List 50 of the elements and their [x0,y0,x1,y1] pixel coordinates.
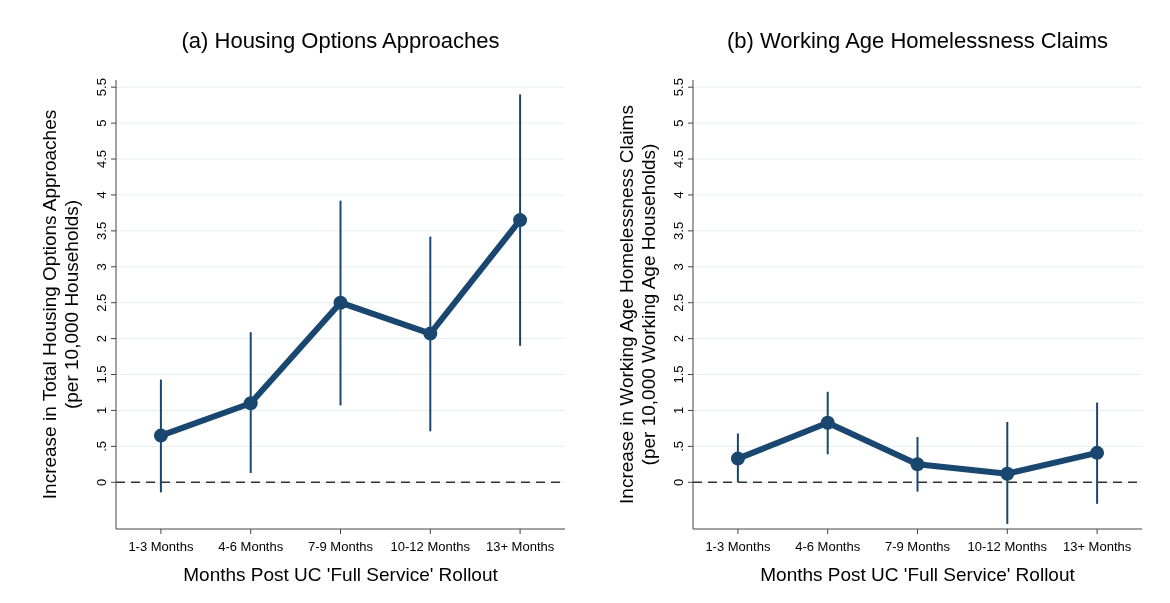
point [910,457,925,472]
y-tick-label: 2.5 [671,293,686,312]
y-tick-label: 0 [671,478,686,486]
x-tick-label: 1-3 Months [128,539,194,554]
point [1000,466,1015,481]
y-tick-label: 2 [94,335,109,343]
y-axis-title: Increase in Working Age Homelessness Claims (per 10,000 Working Age Households) [616,105,659,504]
y-tick-label: 1.5 [94,365,109,384]
x-tick-label: 13+ Months [1062,539,1132,554]
y-tick-label: 5.5 [671,78,686,97]
x-tick-label: 7-9 Months [884,539,951,554]
y-tick-label: 1.5 [671,365,686,384]
y-tick-label: 5 [94,119,109,127]
y-tick-label: 1 [94,406,109,415]
point [820,415,835,430]
y-tick-label: 2.5 [94,293,109,312]
x-tick-label: 7-9 Months [307,539,374,554]
point [243,396,258,411]
y-tick-label: 3.5 [94,221,109,240]
y-tick-label: 3.5 [671,221,686,240]
point [333,295,348,310]
x-axis-title: Months Post UC 'Full Service' Rollout [760,564,1076,585]
y-tick-label: 1 [671,406,686,415]
point [423,326,438,341]
y-tick-label: 4 [671,191,686,199]
y-tick-label: 0 [94,478,109,486]
point [153,428,168,443]
y-tick-label: 4 [94,191,109,199]
point [513,213,528,228]
y-tick-label: 3 [94,263,109,271]
x-axis-title: Months Post UC 'Full Service' Rollout [183,564,499,585]
x-tick-label: 10-12 Months [967,539,1048,554]
y-tick-label: 5.5 [94,78,109,97]
y-axis-title: Increase in Total Housing Options Approaches (per 10,000 Households) [39,109,82,500]
x-tick-label: 13+ Months [485,539,555,554]
chart-title: (b) Working Age Homelessness Claims [726,28,1109,53]
chart-title: (a) Housing Options Approaches [181,28,500,53]
x-tick-label: 4-6 Months [218,539,284,554]
y-tick-label: 5 [671,119,686,127]
y-tick-label: 4.5 [671,149,686,169]
point [1090,445,1105,460]
x-tick-label: 4-6 Months [795,539,861,554]
y-tick-label: 2 [671,335,686,343]
y-tick-label: 3 [671,263,686,271]
x-tick-label: 10-12 Months [390,539,471,554]
x-tick-label: 1-3 Months [705,539,771,554]
y-tick-label: 4.5 [94,149,109,169]
y-tick-label: .5 [671,440,686,452]
point [730,451,745,466]
y-tick-label: .5 [94,440,109,452]
